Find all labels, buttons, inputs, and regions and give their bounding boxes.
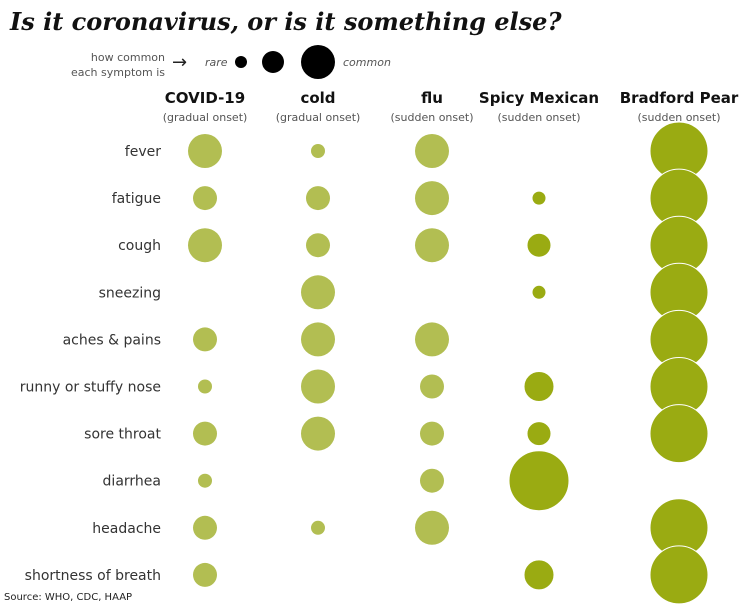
dot-row7-col5 — [649, 404, 709, 464]
legend-rare-label: rare — [205, 56, 228, 69]
dot-row4-col4 — [531, 284, 547, 300]
chart-title: Is it coronavirus, or is it something el… — [9, 7, 562, 36]
column-header-2: cold — [300, 89, 335, 107]
dot-row6-col3 — [420, 374, 444, 399]
dot-row10-col1 — [193, 562, 217, 587]
legend-label-line1: how common — [91, 51, 165, 64]
column-onset-5: (sudden onset) — [638, 111, 721, 124]
legend-arrow-icon: → — [172, 52, 187, 73]
dot-row10-col5 — [649, 545, 709, 605]
dot-row8-col3 — [420, 468, 444, 493]
dot-row2-col1 — [193, 186, 217, 211]
legend-dot-large — [301, 45, 335, 79]
symptom-dots — [188, 121, 709, 605]
dot-row9-col2 — [311, 520, 325, 535]
dot-row6-col4 — [523, 371, 555, 402]
dot-row7-col3 — [420, 421, 444, 446]
dot-row2-col4 — [531, 190, 547, 206]
column-header-4: Spicy Mexican — [479, 89, 599, 107]
column-onset-3: (sudden onset) — [391, 111, 474, 124]
legend: how common each symptom is → rare common — [71, 45, 391, 79]
row-label-9: headache — [92, 521, 161, 537]
dot-row9-col3 — [415, 510, 449, 545]
column-onset-4: (sudden onset) — [498, 111, 581, 124]
dot-row7-col2 — [301, 416, 335, 451]
row-label-7: sore throat — [84, 427, 161, 443]
row-label-8: diarrhea — [103, 474, 161, 490]
dot-row6-col1 — [198, 379, 212, 394]
dot-row1-col2 — [311, 144, 325, 158]
dot-row3-col4 — [526, 232, 552, 258]
dot-row7-col1 — [193, 421, 217, 446]
dot-row5-col1 — [193, 327, 217, 352]
dot-row3-col2 — [306, 233, 330, 258]
row-label-4: sneezing — [99, 285, 161, 301]
dot-row5-col2 — [301, 322, 335, 357]
column-headers: COVID-19 (gradual onset) cold (gradual onse… — [163, 89, 739, 124]
dot-row9-col1 — [193, 515, 217, 540]
dot-row6-col2 — [301, 369, 335, 404]
dot-row3-col3 — [415, 228, 449, 263]
dot-row1-col3 — [415, 134, 449, 168]
source-note: Source: WHO, CDC, HAAP — [4, 592, 132, 603]
row-label-5: aches & pains — [63, 332, 161, 348]
dot-row8-col4 — [508, 450, 570, 512]
dot-row7-col4 — [526, 421, 552, 447]
legend-label-line2: each symptom is — [71, 66, 165, 79]
legend-dot-medium — [262, 51, 284, 73]
dot-row2-col3 — [415, 181, 449, 216]
legend-dot-small — [235, 56, 247, 68]
row-label-1: fever — [125, 144, 161, 160]
row-label-6: runny or stuffy nose — [20, 380, 161, 396]
dot-row2-col2 — [306, 186, 330, 211]
column-header-5: Bradford Pear — [620, 89, 739, 107]
column-header-1: COVID-19 — [165, 89, 245, 107]
dot-row10-col4 — [523, 559, 555, 591]
row-labels: fever fatigue cough sneezing aches & pains ru… — [20, 144, 162, 584]
dot-row3-col1 — [188, 228, 222, 263]
dot-row1-col1 — [188, 134, 222, 168]
dot-row5-col3 — [415, 322, 449, 357]
column-onset-2: (gradual onset) — [276, 111, 361, 124]
column-header-3: flu — [421, 89, 443, 107]
legend-common-label: common — [343, 56, 391, 69]
column-onset-1: (gradual onset) — [163, 111, 248, 124]
row-label-2: fatigue — [112, 191, 161, 207]
row-label-10: shortness of breath — [25, 568, 161, 584]
dot-row8-col1 — [198, 473, 212, 488]
row-label-3: cough — [118, 238, 161, 254]
dot-row4-col2 — [301, 275, 335, 310]
